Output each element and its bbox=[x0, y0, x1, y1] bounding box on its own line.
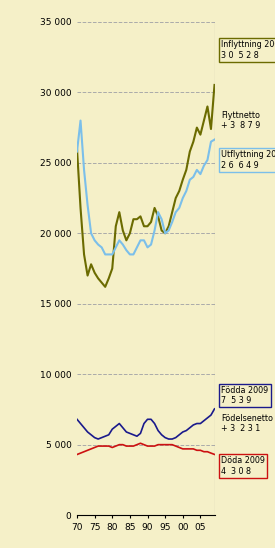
Text: Inflyttning 2009
3 0  5 2 8: Inflyttning 2009 3 0 5 2 8 bbox=[221, 41, 275, 60]
Text: Födelsenetto
+ 3  2 3 1: Födelsenetto + 3 2 3 1 bbox=[221, 414, 273, 433]
Text: Födda 2009
7  5 3 9: Födda 2009 7 5 3 9 bbox=[221, 386, 269, 405]
Text: Utflyttning 2009
2 6  6 4 9: Utflyttning 2009 2 6 6 4 9 bbox=[221, 150, 275, 170]
Text: Döda 2009
4  3 0 8: Döda 2009 4 3 0 8 bbox=[221, 456, 265, 476]
Text: Flyttnetto
+ 3  8 7 9: Flyttnetto + 3 8 7 9 bbox=[221, 111, 261, 130]
